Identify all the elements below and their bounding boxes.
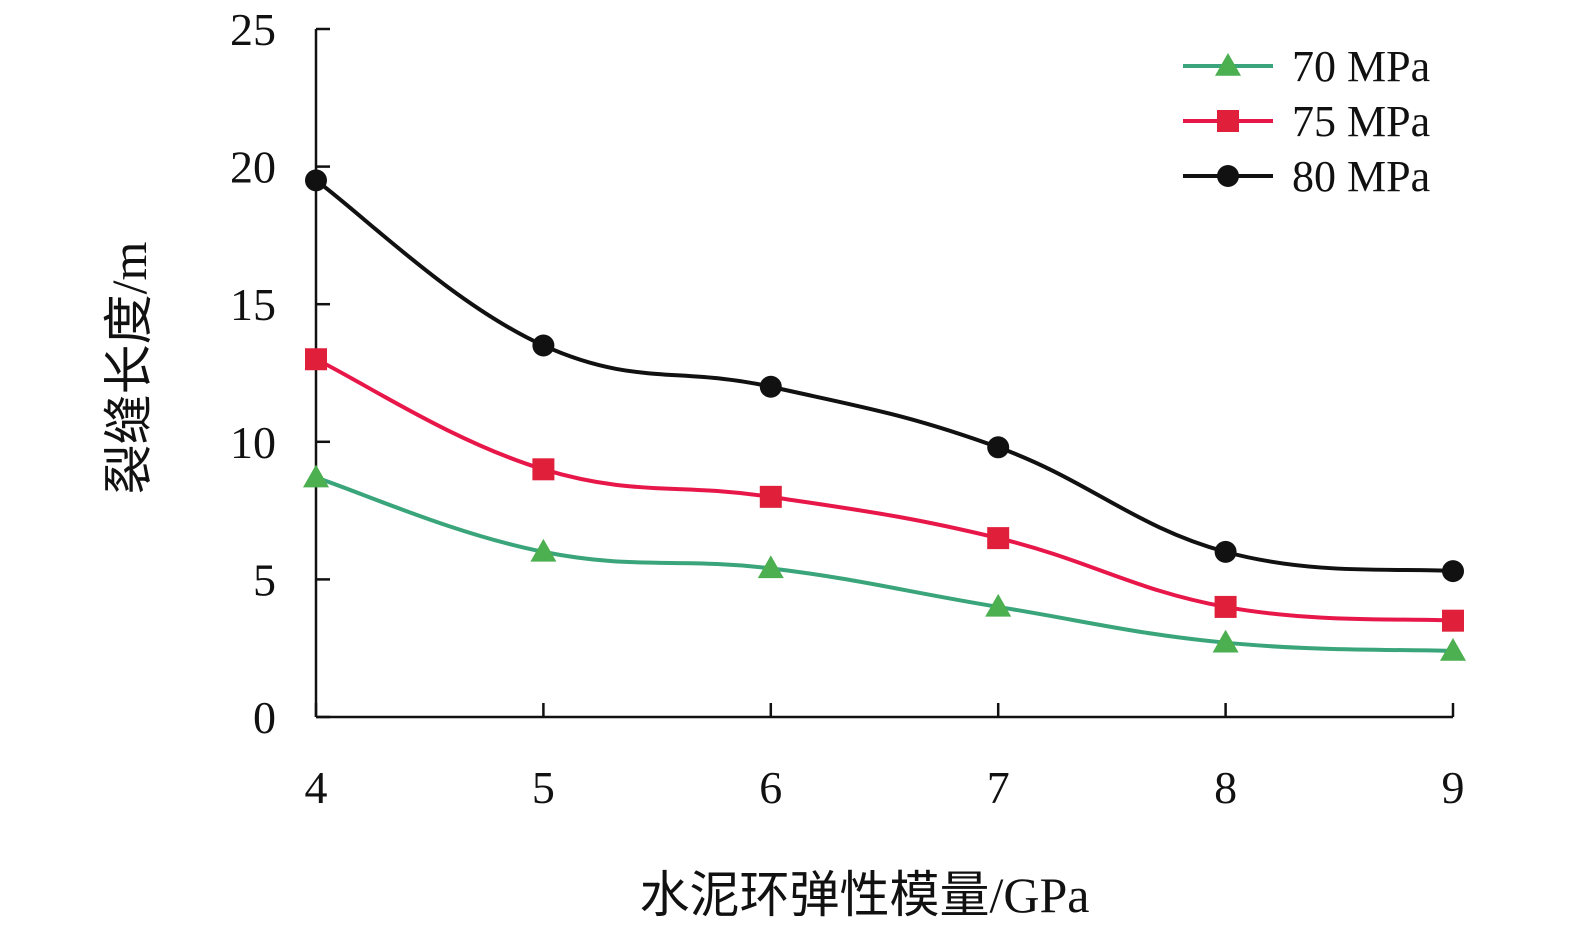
- data-point: [757, 555, 784, 579]
- x-tick-label: 8: [1214, 762, 1237, 813]
- legend-label: 75 MPa: [1292, 97, 1430, 146]
- data-point: [759, 485, 782, 508]
- legend-label: 70 MPa: [1292, 42, 1430, 91]
- legend-swatch-marker: [1217, 165, 1239, 187]
- y-tick-label: 5: [253, 554, 276, 605]
- x-axis-title: 水泥环弹性模量/GPa: [640, 867, 1090, 923]
- legend: 70 MPa 75 MPa 80 MPa: [1183, 42, 1430, 201]
- legend-item: 75 MPa: [1183, 97, 1430, 146]
- series-line: [314, 357, 1455, 623]
- axes: 0 5 10 15 20 25 4 5 6 7 8 9: [230, 4, 1465, 813]
- x-tick-label: 6: [759, 762, 782, 813]
- legend-swatch-marker: [1215, 53, 1241, 76]
- data-point: [1440, 637, 1466, 661]
- data-point: [530, 538, 557, 562]
- series-75-mpa: [305, 348, 1464, 632]
- data-point: [1212, 629, 1239, 653]
- y-axis-title: 裂缝长度/m: [101, 242, 157, 495]
- x-tick-label: 5: [532, 762, 555, 813]
- series-70-mpa: [303, 464, 1466, 661]
- series-layer: [303, 169, 1466, 661]
- x-tick-label: 4: [305, 762, 328, 813]
- y-tick-label: 15: [230, 279, 276, 330]
- data-point: [1442, 609, 1464, 632]
- data-point: [759, 375, 782, 398]
- legend-item: 70 MPa: [1183, 42, 1430, 91]
- y-tick-label: 10: [230, 417, 276, 468]
- data-point: [1214, 595, 1237, 618]
- y-tick-label: 0: [253, 692, 276, 743]
- series-line: [314, 475, 1455, 653]
- legend-item: 80 MPa: [1183, 152, 1430, 201]
- data-point: [1214, 540, 1237, 563]
- series-line: [314, 178, 1455, 574]
- data-point: [532, 334, 555, 357]
- x-tick-label: 9: [1442, 762, 1465, 813]
- data-point: [303, 464, 329, 488]
- legend-label: 80 MPa: [1292, 152, 1430, 201]
- data-point: [985, 593, 1012, 617]
- data-point: [1442, 560, 1464, 583]
- data-point: [987, 436, 1010, 459]
- data-point: [305, 348, 327, 371]
- legend-swatch-marker: [1217, 110, 1239, 132]
- data-point: [987, 527, 1010, 550]
- x-tick-label: 7: [987, 762, 1010, 813]
- series-80-mpa: [305, 169, 1464, 583]
- y-tick-label: 25: [230, 4, 276, 55]
- data-point: [305, 169, 327, 192]
- data-point: [532, 458, 555, 481]
- y-tick-label: 20: [230, 142, 276, 193]
